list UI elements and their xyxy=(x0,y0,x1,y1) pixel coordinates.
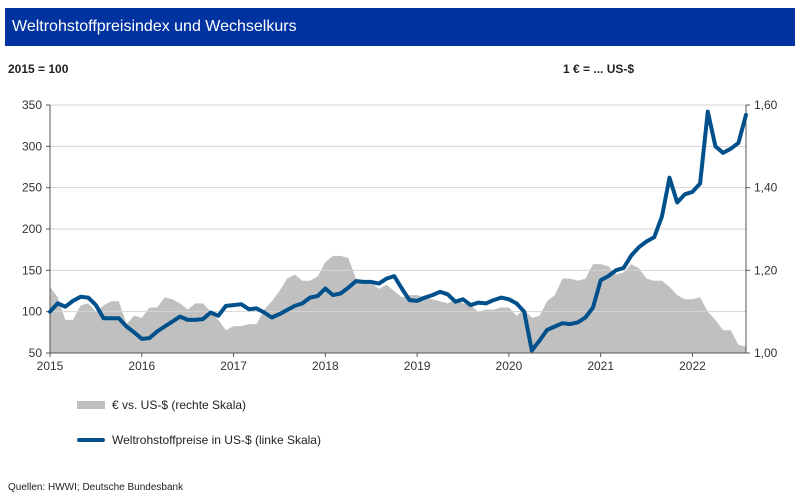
x-tick-label: 2015 xyxy=(37,359,64,373)
x-tick-label: 2021 xyxy=(587,359,614,373)
left-tick-label: 350 xyxy=(22,98,42,112)
left-tick-label: 50 xyxy=(29,346,43,360)
left-tick-label: 250 xyxy=(22,181,42,195)
right-tick-label: 1,60 xyxy=(754,98,778,112)
x-tick-label: 2019 xyxy=(404,359,431,373)
legend-label: € vs. US-$ (rechte Skala) xyxy=(112,398,247,412)
left-axis-unit: 2015 = 100 xyxy=(8,62,69,76)
right-tick-label: 1,40 xyxy=(754,181,778,195)
left-tick-label: 300 xyxy=(22,139,42,153)
left-tick-label: 200 xyxy=(22,222,42,236)
commodity-price-line xyxy=(48,109,748,353)
legend-swatch-line xyxy=(77,438,105,442)
x-tick-label: 2017 xyxy=(220,359,247,373)
legend-item-exchange-rate: € vs. US-$ (rechte Skala) xyxy=(77,398,246,412)
left-tick-label: 100 xyxy=(22,305,42,319)
x-tick-label: 2020 xyxy=(496,359,523,373)
legend-swatch-area xyxy=(77,401,105,409)
title-bar: Weltrohstoffpreisindex und Wechselkurs xyxy=(5,8,795,46)
right-axis-unit: 1 € = ... US-$ xyxy=(563,62,635,76)
chart-title: Weltrohstoffpreisindex und Wechselkurs xyxy=(12,18,297,35)
legend-item-commodity-prices: Weltrohstoffpreise in US-$ (linke Skala) xyxy=(77,433,321,447)
x-tick-label: 2018 xyxy=(312,359,339,373)
x-tick-label: 2022 xyxy=(679,359,706,373)
left-tick-label: 150 xyxy=(22,263,42,277)
exchange-rate-area xyxy=(50,255,746,353)
right-tick-label: 1,00 xyxy=(754,346,778,360)
legend-label: Weltrohstoffpreise in US-$ (linke Skala) xyxy=(112,433,321,447)
x-tick-label: 2016 xyxy=(128,359,155,373)
right-tick-label: 1,20 xyxy=(754,263,778,277)
source-note: Quellen: HWWI; Deutsche Bundesbank xyxy=(8,482,184,493)
